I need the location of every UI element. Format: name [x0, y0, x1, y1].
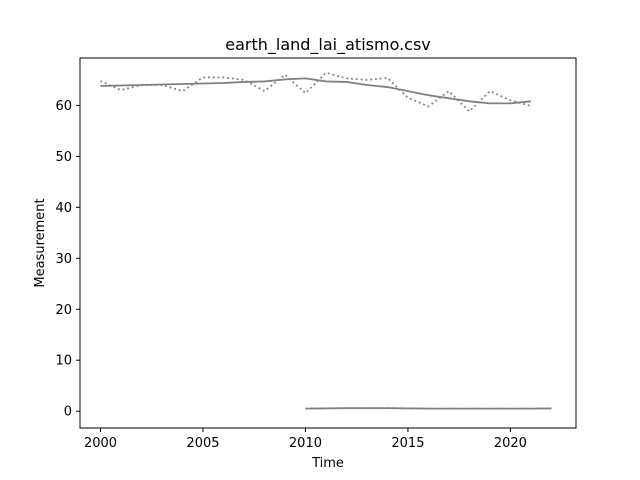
x-axis-ticks: 2000 2005 2010 2015 2020 — [84, 428, 527, 451]
plot-frame — [79, 57, 577, 429]
x-tick-label: 2020 — [494, 436, 527, 451]
x-tick-label: 2000 — [84, 436, 117, 451]
y-tick-label: 20 — [55, 303, 72, 318]
series-line-2-solid — [100, 77, 531, 105]
y-axis-ticks: 0 10 20 30 40 50 60 — [55, 99, 80, 420]
x-tick-label: 2005 — [186, 436, 219, 451]
y-tick-label: 40 — [55, 201, 72, 216]
y-tick-label: 60 — [55, 99, 72, 114]
y-axis-label: Measurement — [33, 198, 48, 287]
series-line-4-solid — [305, 407, 552, 410]
x-axis-label: Time — [311, 456, 344, 471]
y-tick-label: 0 — [64, 405, 72, 420]
y-tick-label: 30 — [55, 252, 72, 267]
x-tick-label: 2010 — [289, 436, 322, 451]
y-tick-label: 10 — [55, 354, 72, 369]
y-tick-label: 50 — [55, 150, 72, 165]
series-layer — [100, 71, 552, 410]
chart-title: earth_land_lai_atismo.csv — [225, 35, 431, 55]
x-tick-label: 2015 — [391, 436, 424, 451]
